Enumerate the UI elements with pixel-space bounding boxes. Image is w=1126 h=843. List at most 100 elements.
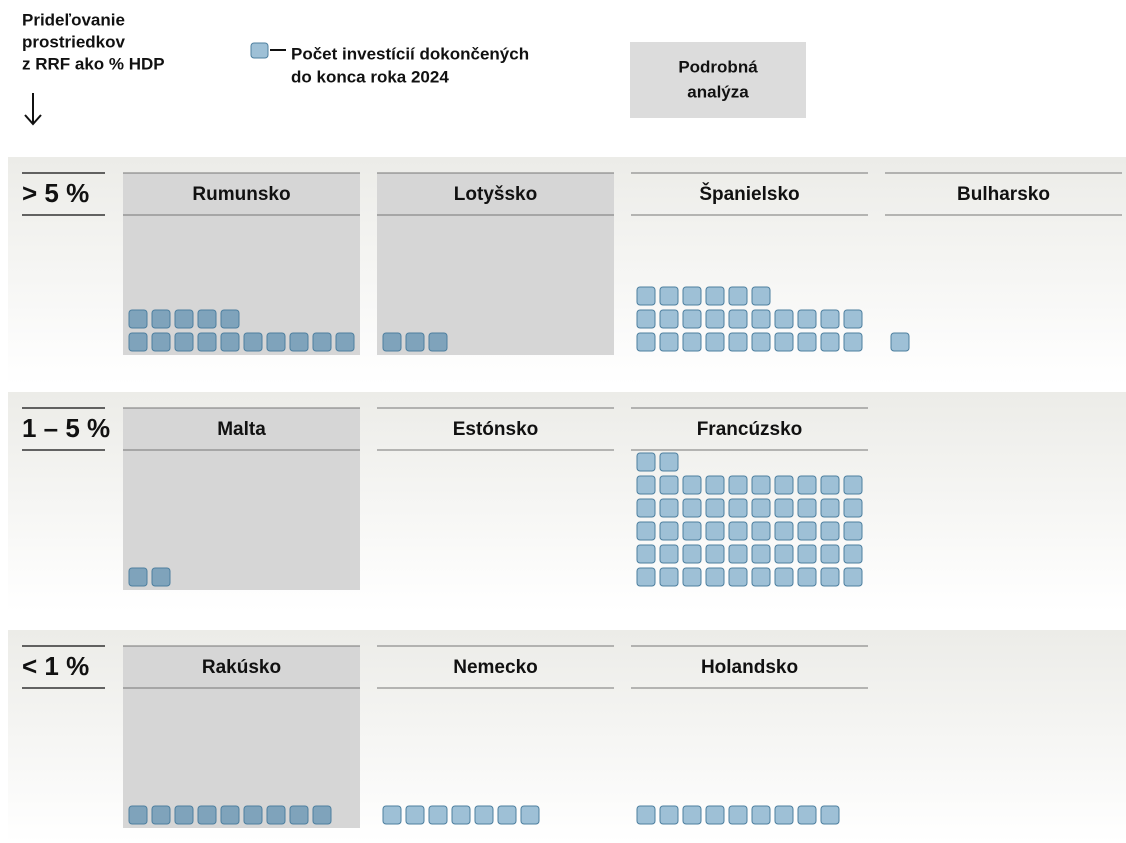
unit-square — [751, 567, 771, 587]
unit-square — [728, 286, 748, 306]
group-label: 1 – 5 % — [22, 413, 110, 443]
button-label[interactable]: Podrobná — [678, 57, 758, 76]
unit-square — [659, 452, 679, 472]
unit-square — [151, 309, 171, 329]
unit-square — [774, 805, 794, 825]
unit-square — [636, 567, 656, 587]
unit-square — [820, 805, 840, 825]
unit-square — [382, 805, 402, 825]
unit-square — [728, 521, 748, 541]
unit-square — [636, 332, 656, 352]
unit-square — [890, 332, 910, 352]
unit-square — [682, 521, 702, 541]
unit-square — [382, 332, 402, 352]
unit-square — [774, 498, 794, 518]
button-bg[interactable] — [630, 42, 806, 118]
unit-square — [774, 332, 794, 352]
unit-square — [843, 475, 863, 495]
unit-square — [751, 498, 771, 518]
unit-square — [682, 805, 702, 825]
unit-square — [797, 567, 817, 587]
group-label: < 1 % — [22, 651, 89, 681]
unit-square — [751, 286, 771, 306]
unit-square — [751, 544, 771, 564]
unit-square — [451, 805, 471, 825]
unit-square — [128, 567, 148, 587]
unit-square — [151, 567, 171, 587]
unit-square — [797, 475, 817, 495]
button-label[interactable]: analýza — [687, 82, 749, 101]
unit-square — [659, 332, 679, 352]
unit-square — [659, 286, 679, 306]
unit-square — [128, 805, 148, 825]
unit-square — [797, 309, 817, 329]
unit-square — [174, 332, 194, 352]
unit-square — [705, 544, 725, 564]
unit-square — [797, 498, 817, 518]
unit-square — [705, 332, 725, 352]
unit-square — [843, 498, 863, 518]
unit-square — [312, 332, 332, 352]
unit-square — [705, 521, 725, 541]
unit-square — [312, 805, 332, 825]
unit-square — [220, 805, 240, 825]
unit-square — [151, 332, 171, 352]
unit-square — [728, 475, 748, 495]
unit-square — [751, 332, 771, 352]
country-box — [377, 173, 614, 355]
country-name: Bulharsko — [957, 184, 1050, 205]
unit-square — [728, 567, 748, 587]
unit-square — [751, 475, 771, 495]
unit-square — [843, 332, 863, 352]
unit-square — [335, 332, 355, 352]
unit-square — [751, 521, 771, 541]
unit-square — [843, 544, 863, 564]
unit-square — [428, 805, 448, 825]
unit-square — [266, 805, 286, 825]
unit-square — [659, 498, 679, 518]
unit-square — [797, 521, 817, 541]
button[interactable]: Podrobná analýza — [630, 42, 806, 118]
unit-square — [128, 332, 148, 352]
unit-square — [774, 544, 794, 564]
unit-square — [659, 805, 679, 825]
unit-square — [636, 544, 656, 564]
country-box — [123, 646, 360, 828]
group-label: > 5 % — [22, 178, 89, 208]
unit-square — [405, 332, 425, 352]
unit-square — [220, 332, 240, 352]
unit-square — [636, 498, 656, 518]
unit-square — [659, 309, 679, 329]
axis-label: Prideľovanie — [22, 10, 125, 29]
unit-square — [843, 309, 863, 329]
country-name: Rumunsko — [192, 184, 290, 205]
unit-square — [728, 544, 748, 564]
unit-square — [820, 521, 840, 541]
unit-square — [659, 567, 679, 587]
legend-label: Počet investícií dokončených — [291, 44, 529, 63]
axis-label: prostriedkov — [22, 32, 126, 51]
unit-square — [289, 805, 309, 825]
unit-square — [243, 805, 263, 825]
legend-label: do konca roka 2024 — [291, 67, 449, 86]
unit-square — [728, 805, 748, 825]
unit-square — [682, 286, 702, 306]
unit-square — [820, 544, 840, 564]
unit-square — [705, 309, 725, 329]
unit-square — [705, 805, 725, 825]
country-name: Rakúsko — [202, 657, 281, 678]
unit-square — [751, 309, 771, 329]
unit-square — [843, 567, 863, 587]
unit-square — [520, 805, 540, 825]
unit-square — [774, 567, 794, 587]
unit-square — [843, 521, 863, 541]
unit-square — [728, 498, 748, 518]
unit-square — [705, 498, 725, 518]
legend-swatch — [250, 42, 269, 59]
unit-square — [497, 805, 517, 825]
unit-square — [682, 544, 702, 564]
country-name: Malta — [217, 419, 266, 440]
unit-square — [128, 309, 148, 329]
unit-square — [428, 332, 448, 352]
